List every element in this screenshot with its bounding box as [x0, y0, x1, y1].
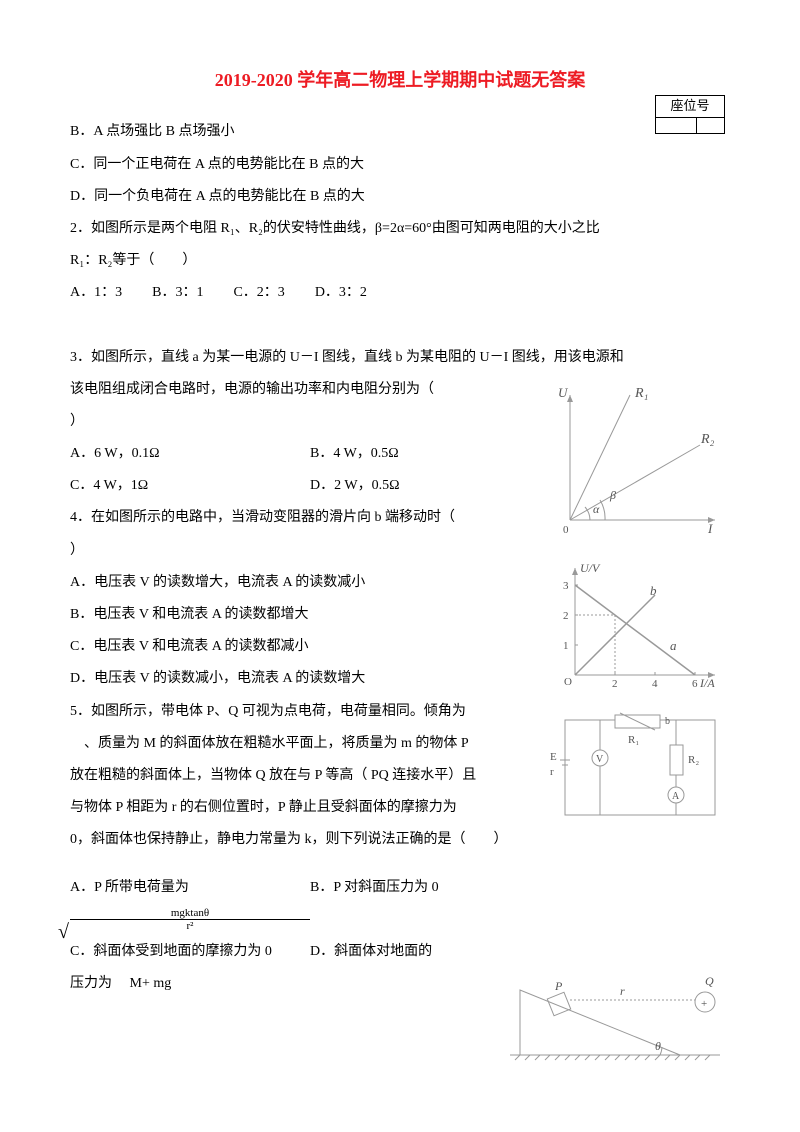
svg-text:6: 6 — [692, 678, 698, 690]
q1-option-c: C．同一个正电荷在 A 点的电势能比在 B 点的大 — [70, 149, 730, 181]
seat-label: 座位号 — [656, 96, 724, 118]
q3-option-a: A．6 W，0.1Ω — [70, 438, 310, 470]
svg-text:R₁: R₁ — [634, 386, 648, 401]
svg-text:b: b — [665, 716, 670, 727]
svg-text:a: a — [670, 638, 677, 653]
svg-text:r: r — [620, 984, 625, 998]
q1-option-b: B．A 点场强比 B 点场强小 — [70, 116, 730, 148]
svg-text:R₂: R₂ — [688, 754, 699, 766]
svg-text:α: α — [593, 502, 600, 516]
svg-text:U/V: U/V — [580, 561, 601, 575]
seat-number-box: 座位号 — [655, 95, 725, 134]
q5-option-d: D．斜面体对地面的 — [310, 936, 432, 968]
svg-text:I: I — [707, 521, 713, 536]
svg-text:P: P — [554, 979, 563, 993]
q3-option-c: C．4 W，1Ω — [70, 470, 310, 502]
seat-cells — [656, 118, 724, 133]
svg-text:R₂: R₂ — [700, 432, 715, 447]
q3-option-b: B．4 W，0.5Ω — [310, 438, 399, 470]
svg-text:E: E — [550, 751, 557, 763]
diagram-inclined-plane: + P r Q θ — [505, 960, 725, 1070]
q5-option-b: B．P 对斜面压力为 0 — [310, 872, 439, 937]
svg-text:2: 2 — [563, 610, 569, 622]
q2-options: A．1：3 B．3：1 C．2：3 D．3：2 — [70, 277, 730, 309]
diagram-circuit: R₁ b R₂ A V E r — [550, 710, 725, 830]
document-title: 2019-2020 学年高二物理上学期期中试题无答案 — [70, 60, 730, 101]
q5-option-a: A．P 所带电荷量为 √ mgktanθ r² — [70, 872, 310, 937]
svg-text:r: r — [550, 766, 554, 778]
q2-option-d: D．3：2 — [315, 277, 367, 309]
svg-text:0: 0 — [563, 524, 569, 536]
diagram-ui-lines: 1 2 3 2 4 6 U/V I/A O a b — [550, 560, 725, 690]
svg-text:O: O — [564, 676, 572, 688]
svg-text:A: A — [672, 791, 680, 802]
q2-option-b: B．3：1 — [152, 277, 203, 309]
q2-stem-1: 2．如图所示是两个电阻 R₁、R₂的伏安特性曲线，β=2α=60°由图可知两电阻… — [70, 213, 730, 245]
svg-text:R₁: R₁ — [628, 734, 639, 746]
q2-option-c: C．2：3 — [233, 277, 284, 309]
svg-text:b: b — [650, 583, 657, 598]
svg-text:β: β — [609, 488, 616, 502]
svg-text:4: 4 — [652, 678, 658, 690]
q2-stem-2: R₁：R₂等于（ ） — [70, 245, 730, 277]
svg-text:3: 3 — [563, 580, 569, 592]
svg-text:V: V — [596, 754, 604, 765]
svg-text:+: + — [701, 998, 707, 1010]
q2-option-a: A．1：3 — [70, 277, 122, 309]
svg-text:θ: θ — [655, 1039, 661, 1053]
svg-text:2: 2 — [612, 678, 618, 690]
svg-text:1: 1 — [563, 640, 569, 652]
q3-option-d: D．2 W，0.5Ω — [310, 470, 399, 502]
diagram-r1-r2-angles: U I 0 R₁ R₂ α β — [550, 385, 725, 540]
svg-text:U: U — [558, 385, 569, 400]
q1-option-d: D．同一个负电荷在 A 点的电势能比在 B 点的大 — [70, 181, 730, 213]
svg-text:I/A: I/A — [699, 676, 715, 690]
q5-options-ab: A．P 所带电荷量为 √ mgktanθ r² B．P 对斜面压力为 0 — [70, 872, 730, 937]
q3-stem-1: 3．如图所示，直线 a 为某一电源的 U－I 图线，直线 b 为某电阻的 U－I… — [70, 342, 730, 374]
svg-text:Q: Q — [705, 974, 714, 988]
exam-content: B．A 点场强比 B 点场强小 C．同一个正电荷在 A 点的电势能比在 B 点的… — [70, 116, 730, 1000]
